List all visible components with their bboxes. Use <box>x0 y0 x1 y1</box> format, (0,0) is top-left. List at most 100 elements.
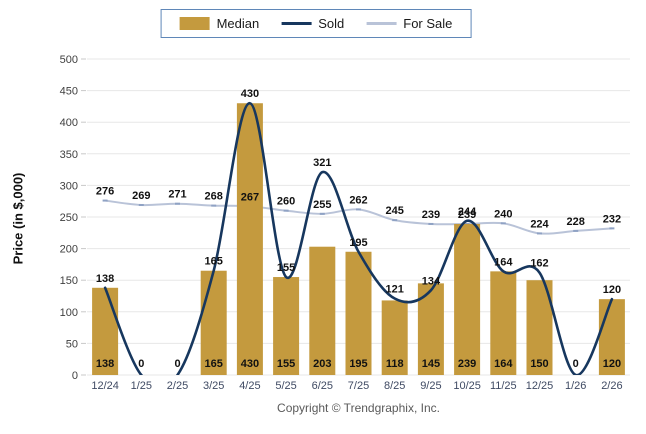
for-sale-point-marker <box>319 212 325 215</box>
median-value-label: 150 <box>530 358 548 370</box>
median-bar <box>490 271 517 375</box>
for-sale-value-label: 268 <box>205 191 223 203</box>
for-sale-point-marker <box>428 222 434 225</box>
for-sale-point-marker <box>609 227 615 230</box>
legend-label-median: Median <box>216 16 260 31</box>
sold-value-label: 120 <box>603 284 621 296</box>
for-sale-value-label: 224 <box>530 218 549 230</box>
x-axis-tick-label: 1/26 <box>565 380 586 392</box>
sold-value-label: 0 <box>138 358 144 370</box>
sold-value-label: 162 <box>530 258 548 270</box>
for-sale-point-marker <box>356 208 361 211</box>
for-sale-value-label: 269 <box>132 190 150 202</box>
median-value-label: 155 <box>277 358 295 370</box>
sold-value-label: 195 <box>349 237 367 249</box>
for-sale-value-label: 245 <box>386 205 404 217</box>
sold-value-label: 430 <box>241 88 259 100</box>
sold-value-label: 165 <box>205 256 223 268</box>
for-sale-point-marker <box>500 222 506 225</box>
median-value-label: 165 <box>205 358 223 370</box>
sold-value-label: 121 <box>386 284 404 296</box>
legend-item-median: Median <box>179 16 260 31</box>
x-axis-tick-label: 7/25 <box>348 380 369 392</box>
sold-value-label: 0 <box>573 358 579 370</box>
for-sale-value-label: 239 <box>422 209 440 221</box>
sold-line-swatch-icon <box>281 22 312 25</box>
x-axis-tick-label: 2/25 <box>167 380 188 392</box>
legend-item-for-sale: For Sale <box>366 16 452 31</box>
x-axis-tick-label: 2/26 <box>601 380 622 392</box>
sold-value-label: 0 <box>174 358 180 370</box>
x-axis-tick-label: 6/25 <box>312 380 333 392</box>
x-axis-tick-label: 1/25 <box>131 380 152 392</box>
for-sale-value-label: 228 <box>567 216 585 228</box>
y-axis-tick-label: 450 <box>60 86 78 98</box>
x-axis-tick-label: 5/25 <box>275 380 296 392</box>
y-axis-tick-label: 150 <box>60 275 78 287</box>
legend-item-sold: Sold <box>281 16 344 31</box>
for-sale-value-label: 260 <box>277 196 295 208</box>
for-sale-point-marker <box>573 229 579 232</box>
sold-value-label: 138 <box>96 273 114 285</box>
x-axis-tick-label: 12/25 <box>526 380 554 392</box>
y-axis-tick-label: 0 <box>72 370 78 382</box>
median-bar <box>200 270 227 375</box>
y-axis-tick-label: 350 <box>60 149 78 161</box>
sold-value-label: 155 <box>277 262 295 274</box>
median-bar <box>598 299 625 375</box>
for-sale-value-label: 232 <box>603 213 621 225</box>
y-axis-tick-label: 50 <box>66 338 78 350</box>
x-axis-tick-label: 8/25 <box>384 380 405 392</box>
for-sale-point-marker <box>102 199 108 202</box>
for-sale-value-label: 276 <box>96 186 114 198</box>
x-axis-tick-label: 10/25 <box>453 380 481 392</box>
for-sale-point-marker <box>392 219 398 222</box>
median-bar <box>236 103 263 376</box>
copyright-text: Copyright © Trendgraphix, Inc. <box>277 401 440 415</box>
median-value-label: 239 <box>458 358 476 370</box>
median-bar <box>309 246 336 375</box>
chart-legend: Median Sold For Sale <box>160 9 472 38</box>
median-value-label: 118 <box>386 358 404 370</box>
for-sale-point-marker <box>283 209 289 212</box>
median-bar <box>345 251 372 375</box>
y-axis-tick-label: 250 <box>60 212 78 224</box>
y-axis-tick-label: 300 <box>60 180 78 192</box>
for-sale-value-label: 255 <box>313 199 331 211</box>
for-sale-point-marker <box>537 232 542 235</box>
legend-label-sold: Sold <box>318 16 345 31</box>
median-bar <box>381 300 408 375</box>
median-bar <box>273 277 300 375</box>
for-sale-point-marker <box>138 203 144 206</box>
median-value-label: 145 <box>422 358 440 370</box>
sold-value-label: 244 <box>458 206 477 218</box>
sold-value-label: 134 <box>422 275 441 287</box>
for-sale-value-label: 239 <box>458 209 476 221</box>
y-axis-tick-label: 500 <box>60 54 78 66</box>
x-axis-tick-label: 4/25 <box>239 380 260 392</box>
y-axis-tick-label: 200 <box>60 244 78 256</box>
y-axis-tick-label: 400 <box>60 117 78 129</box>
y-axis-tick-label: 100 <box>60 307 78 319</box>
median-value-label: 203 <box>313 358 331 370</box>
median-value-label: 430 <box>241 358 259 370</box>
x-axis-tick-label: 12/24 <box>91 380 119 392</box>
median-value-label: 138 <box>96 358 114 370</box>
x-axis-tick-label: 3/25 <box>203 380 224 392</box>
for-sale-value-label: 271 <box>168 189 186 201</box>
for-sale-value-label: 240 <box>494 208 512 220</box>
x-axis-tick-label: 9/25 <box>420 380 441 392</box>
median-bar-swatch-icon <box>179 17 210 30</box>
median-bar <box>92 287 119 375</box>
median-value-label: 195 <box>349 358 367 370</box>
for-sale-value-label: 262 <box>349 194 367 206</box>
sold-value-label: 164 <box>494 256 513 268</box>
sold-value-label: 321 <box>313 157 331 169</box>
for-sale-point-marker <box>211 204 217 207</box>
median-bar <box>454 223 481 375</box>
median-value-label: 164 <box>494 358 513 370</box>
median-value-label: 120 <box>603 358 621 370</box>
sold-line <box>103 101 614 375</box>
x-axis-tick-label: 11/25 <box>490 380 517 392</box>
